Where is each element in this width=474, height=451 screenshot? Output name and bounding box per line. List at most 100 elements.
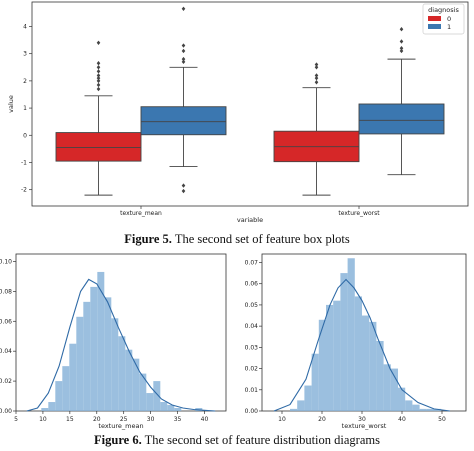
figure-5-text: The second set of feature box plots xyxy=(174,232,350,246)
legend-swatch xyxy=(428,16,441,21)
x-axis-label: texture_mean xyxy=(98,422,143,430)
x-tick-label: 30 xyxy=(358,416,366,423)
outlier-point xyxy=(314,65,319,70)
histogram-bar xyxy=(326,304,334,411)
y-tick-label: 0 xyxy=(23,132,27,139)
histogram-bar xyxy=(383,364,391,411)
legend-swatch xyxy=(428,24,441,29)
y-tick-label: 1 xyxy=(23,105,27,112)
distribution-figure: 0.00 0.02 0.04 0.06 0.08 0.10 5 10 15 20 25 30 35 40 t… xyxy=(0,253,467,430)
outlier-point xyxy=(96,86,101,92)
box-iqr xyxy=(140,106,227,136)
outlier-point xyxy=(96,78,101,84)
outlier-point xyxy=(399,48,404,54)
histogram-bar xyxy=(83,301,91,411)
histogram-bar xyxy=(304,385,312,411)
histogram-bar xyxy=(90,286,98,411)
x-axis-label: texture_worst xyxy=(342,422,387,430)
texture-worst-panel: 0.00 0.01 0.02 0.03 0.04 0.05 0.06 0.07 10 20 30 40… xyxy=(245,253,467,430)
y-tick-label: 0.02 xyxy=(245,366,259,373)
y-tick-label: 0.06 xyxy=(245,281,259,288)
outlier-point xyxy=(181,43,186,48)
x-tick-label: 5 xyxy=(14,416,18,423)
outlier-point xyxy=(181,48,186,54)
histogram-bar xyxy=(48,402,56,411)
histogram-bar xyxy=(167,405,175,411)
kde-curve xyxy=(26,278,216,412)
histogram-bar xyxy=(76,316,84,411)
legend-label: 0 xyxy=(447,15,451,23)
outlier-point xyxy=(96,40,101,45)
box-iqr xyxy=(358,103,445,135)
x-tick-label: 25 xyxy=(120,416,128,423)
histogram-bar xyxy=(125,349,133,411)
x-tick-label: 10 xyxy=(39,416,47,423)
y-tick-label: 3 xyxy=(23,51,27,58)
figure-6-caption: Figure 6. The second set of feature dist… xyxy=(0,433,474,448)
outlier-point xyxy=(181,183,186,188)
histogram-bar xyxy=(132,358,140,411)
y-axis-label: value xyxy=(7,95,15,113)
outlier-point xyxy=(96,61,101,66)
histogram-bar xyxy=(376,340,384,411)
y-tick-label: 0.04 xyxy=(245,323,259,330)
histogram-bar xyxy=(419,408,427,411)
y-tick-label: 0.07 xyxy=(245,259,259,266)
y-tick-label: -2 xyxy=(21,187,27,194)
histogram-bar xyxy=(174,408,182,411)
y-tick-label: 0.08 xyxy=(0,288,12,295)
outlier-point xyxy=(96,75,101,81)
y-tick-label: 0.02 xyxy=(0,378,12,385)
histogram-bar xyxy=(62,366,70,411)
histogram-bar xyxy=(434,408,442,411)
outlier-point xyxy=(181,56,186,62)
texture-mean-panel: 0.00 0.02 0.04 0.06 0.08 0.10 5 10 15 20 25 30 35 40 t… xyxy=(0,253,227,430)
histogram-bar xyxy=(118,336,126,411)
histogram-bar xyxy=(297,400,305,411)
histogram-bar xyxy=(153,381,161,411)
histogram-bar xyxy=(426,408,434,411)
y-tick-label: -1 xyxy=(21,159,27,166)
histogram-bar xyxy=(347,258,355,411)
outlier-point xyxy=(399,39,404,44)
legend-title: diagnosis xyxy=(428,6,459,14)
y-tick-label: 4 xyxy=(23,23,27,30)
y-tick-label: 0.03 xyxy=(245,344,259,351)
x-tick-label: texture_worst xyxy=(338,210,380,217)
histogram-bar xyxy=(412,404,420,411)
outlier-point xyxy=(181,188,186,194)
y-tick-label: 0.00 xyxy=(245,408,259,415)
histogram-bar xyxy=(160,402,168,411)
x-tick-label: 40 xyxy=(398,416,406,423)
x-tick-label: texture_mean xyxy=(120,210,162,217)
x-tick-label: 20 xyxy=(318,416,326,423)
histogram-bar xyxy=(318,319,326,411)
y-tick-label: 0.05 xyxy=(245,302,259,309)
outlier-point xyxy=(181,59,186,65)
y-tick-label: 0.04 xyxy=(0,348,12,355)
histogram-bar xyxy=(97,271,105,411)
outlier-point xyxy=(96,73,101,78)
histogram-bar xyxy=(369,321,377,411)
outlier-point xyxy=(314,80,319,85)
kde-curve xyxy=(273,278,451,412)
histogram-bar xyxy=(55,381,63,411)
y-tick-label: 0.06 xyxy=(0,318,12,325)
histogram-bar xyxy=(354,296,362,411)
y-tick-label: 2 xyxy=(23,78,27,85)
outlier-point xyxy=(314,73,319,78)
x-tick-label: 35 xyxy=(174,416,182,423)
histogram-bar xyxy=(290,408,298,411)
outlier-point xyxy=(96,65,101,70)
figure-6-label: Figure 6. xyxy=(94,433,142,447)
outlier-point xyxy=(96,69,101,74)
x-tick-label: 15 xyxy=(66,416,74,423)
figure-5-caption: Figure 5. The second set of feature box … xyxy=(0,232,474,247)
x-tick-label: 40 xyxy=(201,416,209,423)
histogram-bar xyxy=(69,343,77,411)
histogram-bar xyxy=(390,368,398,411)
outlier-point xyxy=(181,6,186,11)
outlier-point xyxy=(96,82,101,88)
histogram-bar xyxy=(340,273,348,411)
